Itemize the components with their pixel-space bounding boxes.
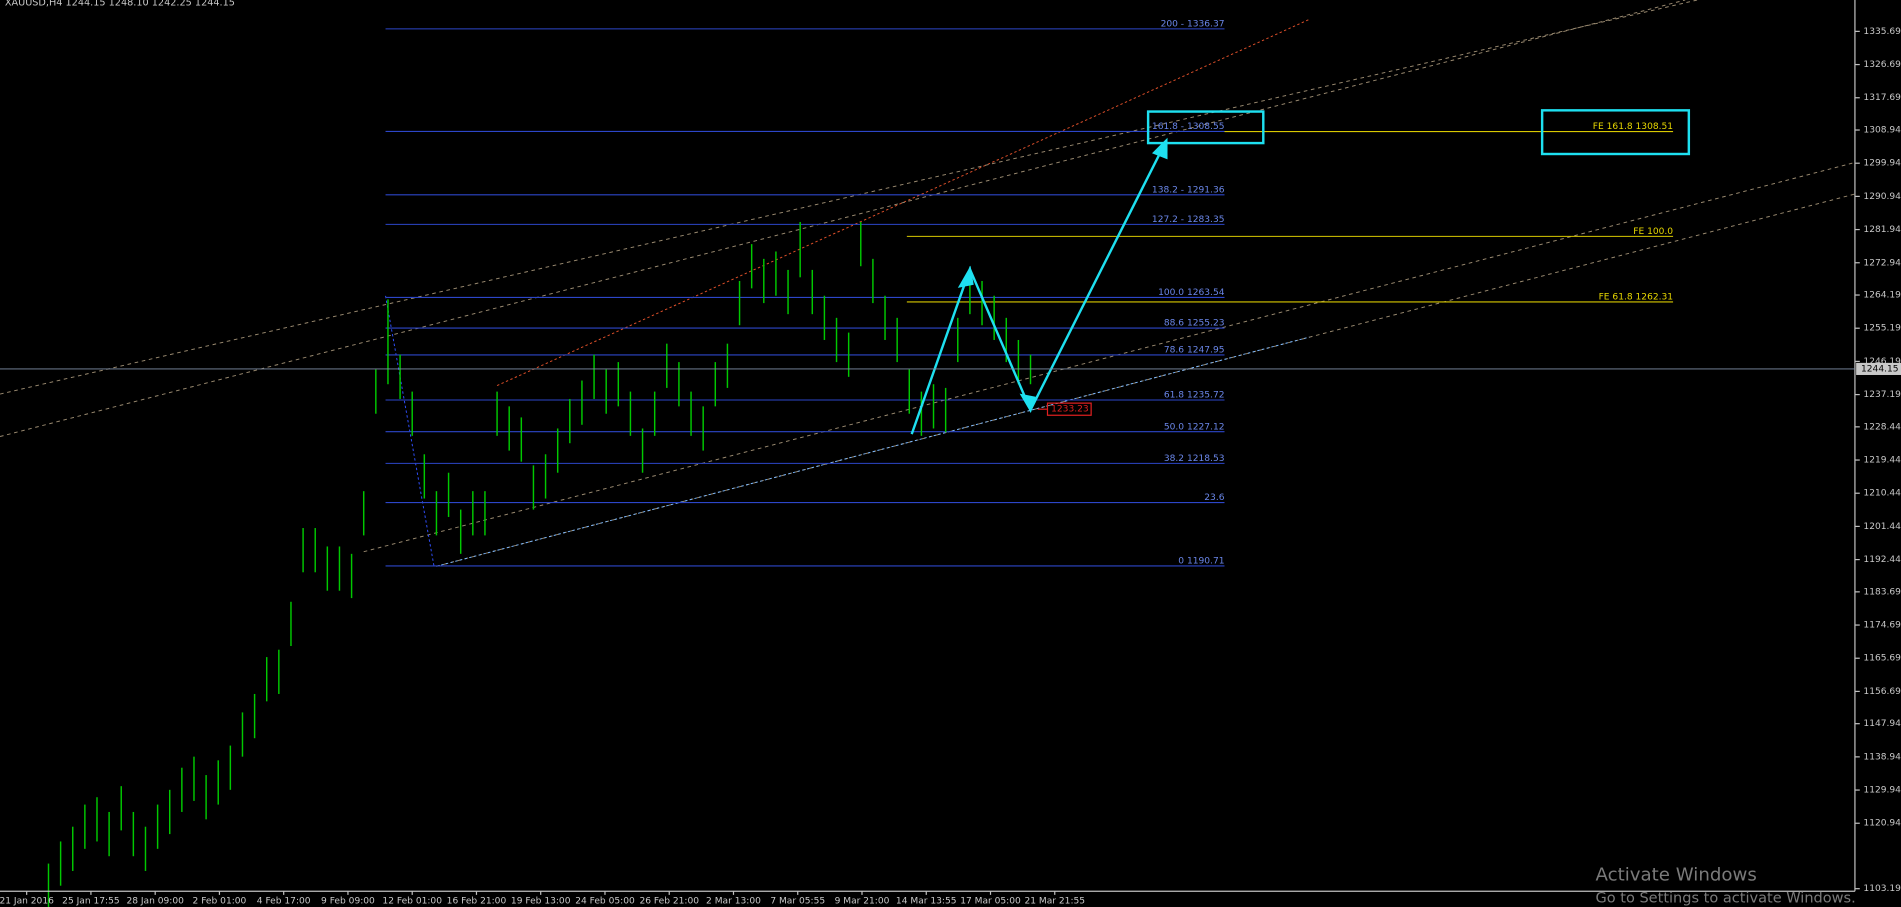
fib-label: 38.2 1218.53 — [1164, 454, 1225, 464]
y-tick-label: 1299.94 — [1863, 159, 1901, 169]
y-tick-label: 1246.19 — [1863, 357, 1901, 367]
fe-label: FE 161.8 1308.51 — [1593, 122, 1673, 132]
y-tick-label: 1326.69 — [1863, 60, 1901, 70]
x-tick-label: 12 Feb 01:00 — [382, 896, 442, 906]
fib-label: 50.0 1227.12 — [1164, 422, 1225, 432]
arrowhead — [1019, 393, 1036, 413]
fib-label: 161.8 - 1308.55 — [1152, 122, 1225, 132]
target-box — [1540, 109, 1691, 156]
y-tick-label: 1183.69 — [1863, 587, 1901, 597]
x-tick-label: 16 Feb 21:00 — [447, 896, 507, 906]
y-tick-label: 1237.19 — [1863, 390, 1901, 400]
projection — [910, 109, 1691, 435]
fib-label: 127.2 - 1283.35 — [1152, 215, 1225, 225]
fib-diagonal — [385, 295, 435, 567]
fe-label: FE 61.8 1262.31 — [1599, 293, 1673, 303]
x-tick-label: 21 Mar 21:55 — [1024, 896, 1085, 906]
fib-label: 100.0 1263.54 — [1158, 288, 1225, 298]
marked-price-label: 1233.23 — [1051, 405, 1089, 415]
fe-label: FE 100.0 — [1633, 227, 1673, 237]
fib-label: 88.6 1255.23 — [1164, 319, 1225, 329]
x-tick-label: 2 Mar 13:00 — [706, 896, 761, 906]
watermark-subtitle: Go to Settings to activate Windows. — [1595, 891, 1855, 907]
x-tick-label: 25 Jan 17:55 — [62, 896, 119, 906]
y-tick-label: 1281.94 — [1863, 225, 1901, 235]
fib-label: 0 1190.71 — [1178, 557, 1224, 567]
chart-title: XAUUSD,H4 1244.15 1248.10 1242.25 1244.1… — [5, 0, 235, 8]
y-tick-label: 1147.94 — [1863, 719, 1901, 729]
y-tick-label: 1335.69 — [1863, 27, 1901, 37]
y-tick-label: 1138.94 — [1863, 752, 1901, 762]
x-tick-label: 21 Jan 2016 — [0, 896, 54, 906]
fib-label: 23.6 — [1204, 493, 1224, 503]
y-tick-label: 1255.19 — [1863, 324, 1901, 334]
x-tick-label: 28 Jan 09:00 — [126, 896, 184, 906]
trend-line — [436, 336, 1310, 567]
fib-label: 138.2 - 1291.36 — [1152, 185, 1225, 195]
x-tick-label: 14 Mar 13:55 — [896, 896, 957, 906]
y-tick-label: 1103.19 — [1863, 884, 1901, 894]
channel-lines — [0, 0, 1856, 567]
price-bars — [47, 221, 1032, 907]
x-tick-label: 26 Feb 21:00 — [639, 896, 699, 906]
y-tick-label: 1129.94 — [1863, 786, 1901, 796]
projection-path — [910, 140, 1168, 435]
y-tick-label: 1308.94 — [1863, 126, 1901, 136]
y-tick-label: 1290.94 — [1863, 192, 1901, 202]
y-tick-label: 1174.69 — [1863, 621, 1901, 631]
x-tick-label: 2 Feb 01:00 — [193, 896, 247, 906]
marked-price-box — [1046, 402, 1092, 416]
y-tick-label: 1201.44 — [1863, 522, 1901, 532]
last-price-box — [1856, 362, 1901, 375]
channel-line — [0, 0, 1686, 437]
y-tick-label: 1165.69 — [1863, 654, 1901, 664]
last-price-label: 1244.15 — [1861, 364, 1899, 374]
arrowhead — [957, 265, 974, 288]
y-tick-label: 1317.69 — [1863, 93, 1901, 103]
channel-line — [496, 18, 1310, 387]
y-tick-label: 1192.44 — [1863, 555, 1901, 565]
x-tick-label: 4 Feb 17:00 — [257, 896, 311, 906]
channel-line — [363, 162, 1856, 553]
channel-line — [436, 193, 1856, 567]
x-tick-label: 7 Mar 05:55 — [770, 896, 825, 906]
axes: 1335.69 1326.69 1317.69 1308.94 1299.94 1290.… — [0, 27, 1901, 906]
y-tick-label: 1272.94 — [1863, 258, 1901, 268]
arrowhead — [1152, 137, 1168, 160]
target-box — [1146, 110, 1265, 145]
x-tick-label: 19 Feb 13:00 — [511, 896, 571, 906]
y-tick-label: 1156.69 — [1863, 687, 1901, 697]
fib-label: 200 - 1336.37 — [1161, 20, 1225, 30]
y-tick-label: 1120.94 — [1863, 819, 1901, 829]
fib-label: 78.6 1247.95 — [1164, 346, 1225, 356]
y-tick-label: 1219.44 — [1863, 456, 1901, 466]
x-tick-label: 9 Feb 09:00 — [321, 896, 375, 906]
x-tick-label: 9 Mar 21:00 — [835, 896, 890, 906]
x-tick-label: 17 Mar 05:00 — [960, 896, 1021, 906]
watermark-title: Activate Windows — [1595, 864, 1756, 885]
y-tick-label: 1264.19 — [1863, 291, 1901, 301]
x-tick-label: 24 Feb 05:00 — [575, 896, 635, 906]
y-tick-label: 1210.44 — [1863, 489, 1901, 499]
fib-levels: 200 - 1336.37 161.8 - 1308.55 138.2 - 1291… — [385, 20, 1673, 567]
y-tick-label: 1228.44 — [1863, 422, 1901, 432]
fib-label: 61.8 1235.72 — [1164, 391, 1225, 401]
